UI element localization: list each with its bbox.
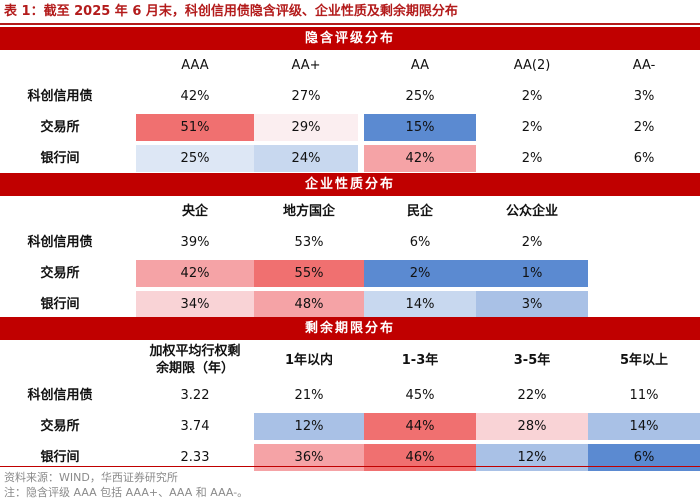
- section-implied-rating: 隐含评级分布 AAA AA+ AA AA(2) AA- 科创信用债 42% 27…: [0, 27, 700, 174]
- table-cell: 2.33: [180, 450, 210, 465]
- table-cell: 22%: [517, 388, 547, 403]
- column-header-line: 加权平均行权剩: [149, 344, 241, 359]
- table-header-row: 央企 地方国企 民企 公众企业: [0, 196, 700, 227]
- table-cell: 27%: [291, 89, 321, 104]
- table-row: 科创信用债 39% 53% 6% 2%: [0, 227, 700, 258]
- section-heading: 企业性质分布: [0, 173, 700, 196]
- table-cell: 51%: [136, 114, 254, 141]
- column-header: 地方国企: [282, 204, 335, 219]
- row-label: 银行间: [40, 297, 80, 312]
- section-remaining-term: 剩余期限分布 加权平均行权剩 余期限（年） 1年以内 1-3年 3-5年 5年以…: [0, 317, 700, 473]
- table-cell: 45%: [405, 388, 435, 403]
- column-header: AA: [410, 58, 430, 73]
- column-header: 央企: [181, 204, 208, 219]
- table-cell: 29%: [254, 114, 358, 141]
- table-cell: 2%: [521, 89, 543, 104]
- table-cell: 3%: [633, 89, 655, 104]
- table-cell: 14%: [364, 291, 476, 318]
- column-header: 民企: [406, 204, 433, 219]
- table-cell: 6%: [633, 151, 655, 166]
- table-cell: 2%: [521, 235, 543, 250]
- table-row: 交易所 42% 55% 2% 1%: [0, 258, 700, 289]
- column-header: 1年以内: [284, 352, 334, 368]
- column-header: 3-5年: [513, 352, 551, 368]
- table-row: 交易所 3.74 12% 44% 28% 14%: [0, 411, 700, 442]
- table-cell: 2%: [364, 260, 476, 287]
- column-header: 公众企业: [505, 204, 558, 219]
- table-cell: 2%: [521, 151, 543, 166]
- column-header: AA+: [291, 58, 321, 73]
- title-rule: [0, 23, 700, 25]
- column-header: 5年以上: [619, 352, 669, 368]
- table-bottom-rule: [0, 466, 700, 467]
- table-cell: 3.22: [180, 388, 210, 403]
- row-label: 交易所: [40, 419, 80, 434]
- table-cell: 1%: [476, 260, 588, 287]
- table-cell: 3%: [476, 291, 588, 318]
- table-cell: 25%: [136, 145, 254, 172]
- table-cell: 25%: [405, 89, 435, 104]
- table-cell: 42%: [364, 145, 476, 172]
- table-row: 银行间 34% 48% 14% 3%: [0, 289, 700, 320]
- table-cell: 42%: [180, 89, 210, 104]
- table-cell: 12%: [254, 413, 364, 440]
- section-heading: 隐含评级分布: [0, 27, 700, 50]
- table-header-row: AAA AA+ AA AA(2) AA-: [0, 50, 700, 81]
- source-note: 资料来源：WIND，华西证券研究所: [4, 471, 178, 484]
- table-cell: 3.74: [180, 419, 210, 434]
- table-cell: 44%: [364, 413, 476, 440]
- table-cell: 39%: [180, 235, 210, 250]
- table-cell: 24%: [254, 145, 358, 172]
- table-header-row: 加权平均行权剩 余期限（年） 1年以内 1-3年 3-5年 5年以上: [0, 340, 700, 380]
- row-label: 银行间: [40, 450, 80, 465]
- table-cell: 2%: [521, 120, 543, 135]
- table-cell: 6%: [409, 235, 431, 250]
- table-row: 交易所 51% 29% 15% 2% 2%: [0, 112, 700, 143]
- section-heading: 剩余期限分布: [0, 317, 700, 340]
- table-cell: 34%: [136, 291, 254, 318]
- page-title: 表 1：截至 2025 年 6 月末，科创信用债隐含评级、企业性质及剩余期限分布: [4, 4, 458, 19]
- table-cell: 42%: [136, 260, 254, 287]
- table-cell: 55%: [254, 260, 364, 287]
- table-cell: 53%: [294, 235, 324, 250]
- column-header: 加权平均行权剩 余期限（年）: [136, 340, 254, 380]
- column-header: AA-: [632, 58, 656, 73]
- column-header: AA(2): [513, 58, 551, 73]
- row-label: 科创信用债: [27, 388, 93, 403]
- column-header: 1-3年: [401, 352, 439, 368]
- table-cell: 2%: [633, 120, 655, 135]
- table-cell: 14%: [588, 413, 700, 440]
- row-label: 交易所: [40, 120, 80, 135]
- row-label: 交易所: [40, 266, 80, 281]
- table-cell: 28%: [476, 413, 588, 440]
- table-cell: 11%: [629, 388, 659, 403]
- table-cell: 21%: [294, 388, 324, 403]
- table-cell: 48%: [254, 291, 364, 318]
- table-cell: 15%: [364, 114, 476, 141]
- section-enterprise-nature: 企业性质分布 央企 地方国企 民企 公众企业 科创信用债 39% 53% 6% …: [0, 173, 700, 320]
- table-row: 银行间 25% 24% 42% 2% 6%: [0, 143, 700, 174]
- row-label: 科创信用债: [27, 89, 93, 104]
- column-header-line: 余期限（年）: [155, 361, 234, 376]
- column-header: AAA: [181, 58, 209, 73]
- footnote: 注：隐含评级 AAA 包括 AAA+、AAA 和 AAA-。: [4, 486, 249, 499]
- table-row: 科创信用债 42% 27% 25% 2% 3%: [0, 81, 700, 112]
- row-label: 科创信用债: [27, 235, 93, 250]
- table-row: 科创信用债 3.22 21% 45% 22% 11%: [0, 380, 700, 411]
- row-label: 银行间: [40, 151, 80, 166]
